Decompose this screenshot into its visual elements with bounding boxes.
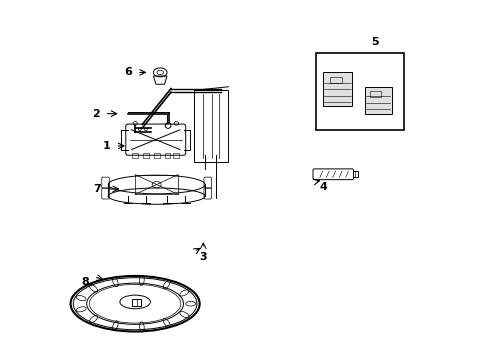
Bar — [194, 90, 228, 162]
Bar — [142, 153, 148, 158]
Text: 4: 4 — [319, 182, 326, 192]
Text: 5: 5 — [371, 37, 378, 47]
Bar — [132, 153, 138, 158]
Bar — [364, 87, 391, 114]
Text: 2: 2 — [92, 109, 100, 119]
Bar — [135, 175, 178, 194]
Bar — [173, 153, 179, 158]
Bar — [316, 53, 403, 130]
Bar — [153, 153, 159, 158]
Text: 8: 8 — [81, 277, 89, 287]
Bar — [369, 91, 380, 97]
Text: 1: 1 — [102, 141, 110, 151]
Bar — [322, 72, 352, 107]
Bar — [164, 153, 170, 158]
Bar — [352, 171, 357, 177]
Text: 7: 7 — [93, 184, 101, 194]
Bar — [329, 77, 342, 83]
Text: 6: 6 — [124, 67, 132, 77]
Text: 3: 3 — [199, 252, 206, 262]
Bar — [132, 299, 141, 306]
